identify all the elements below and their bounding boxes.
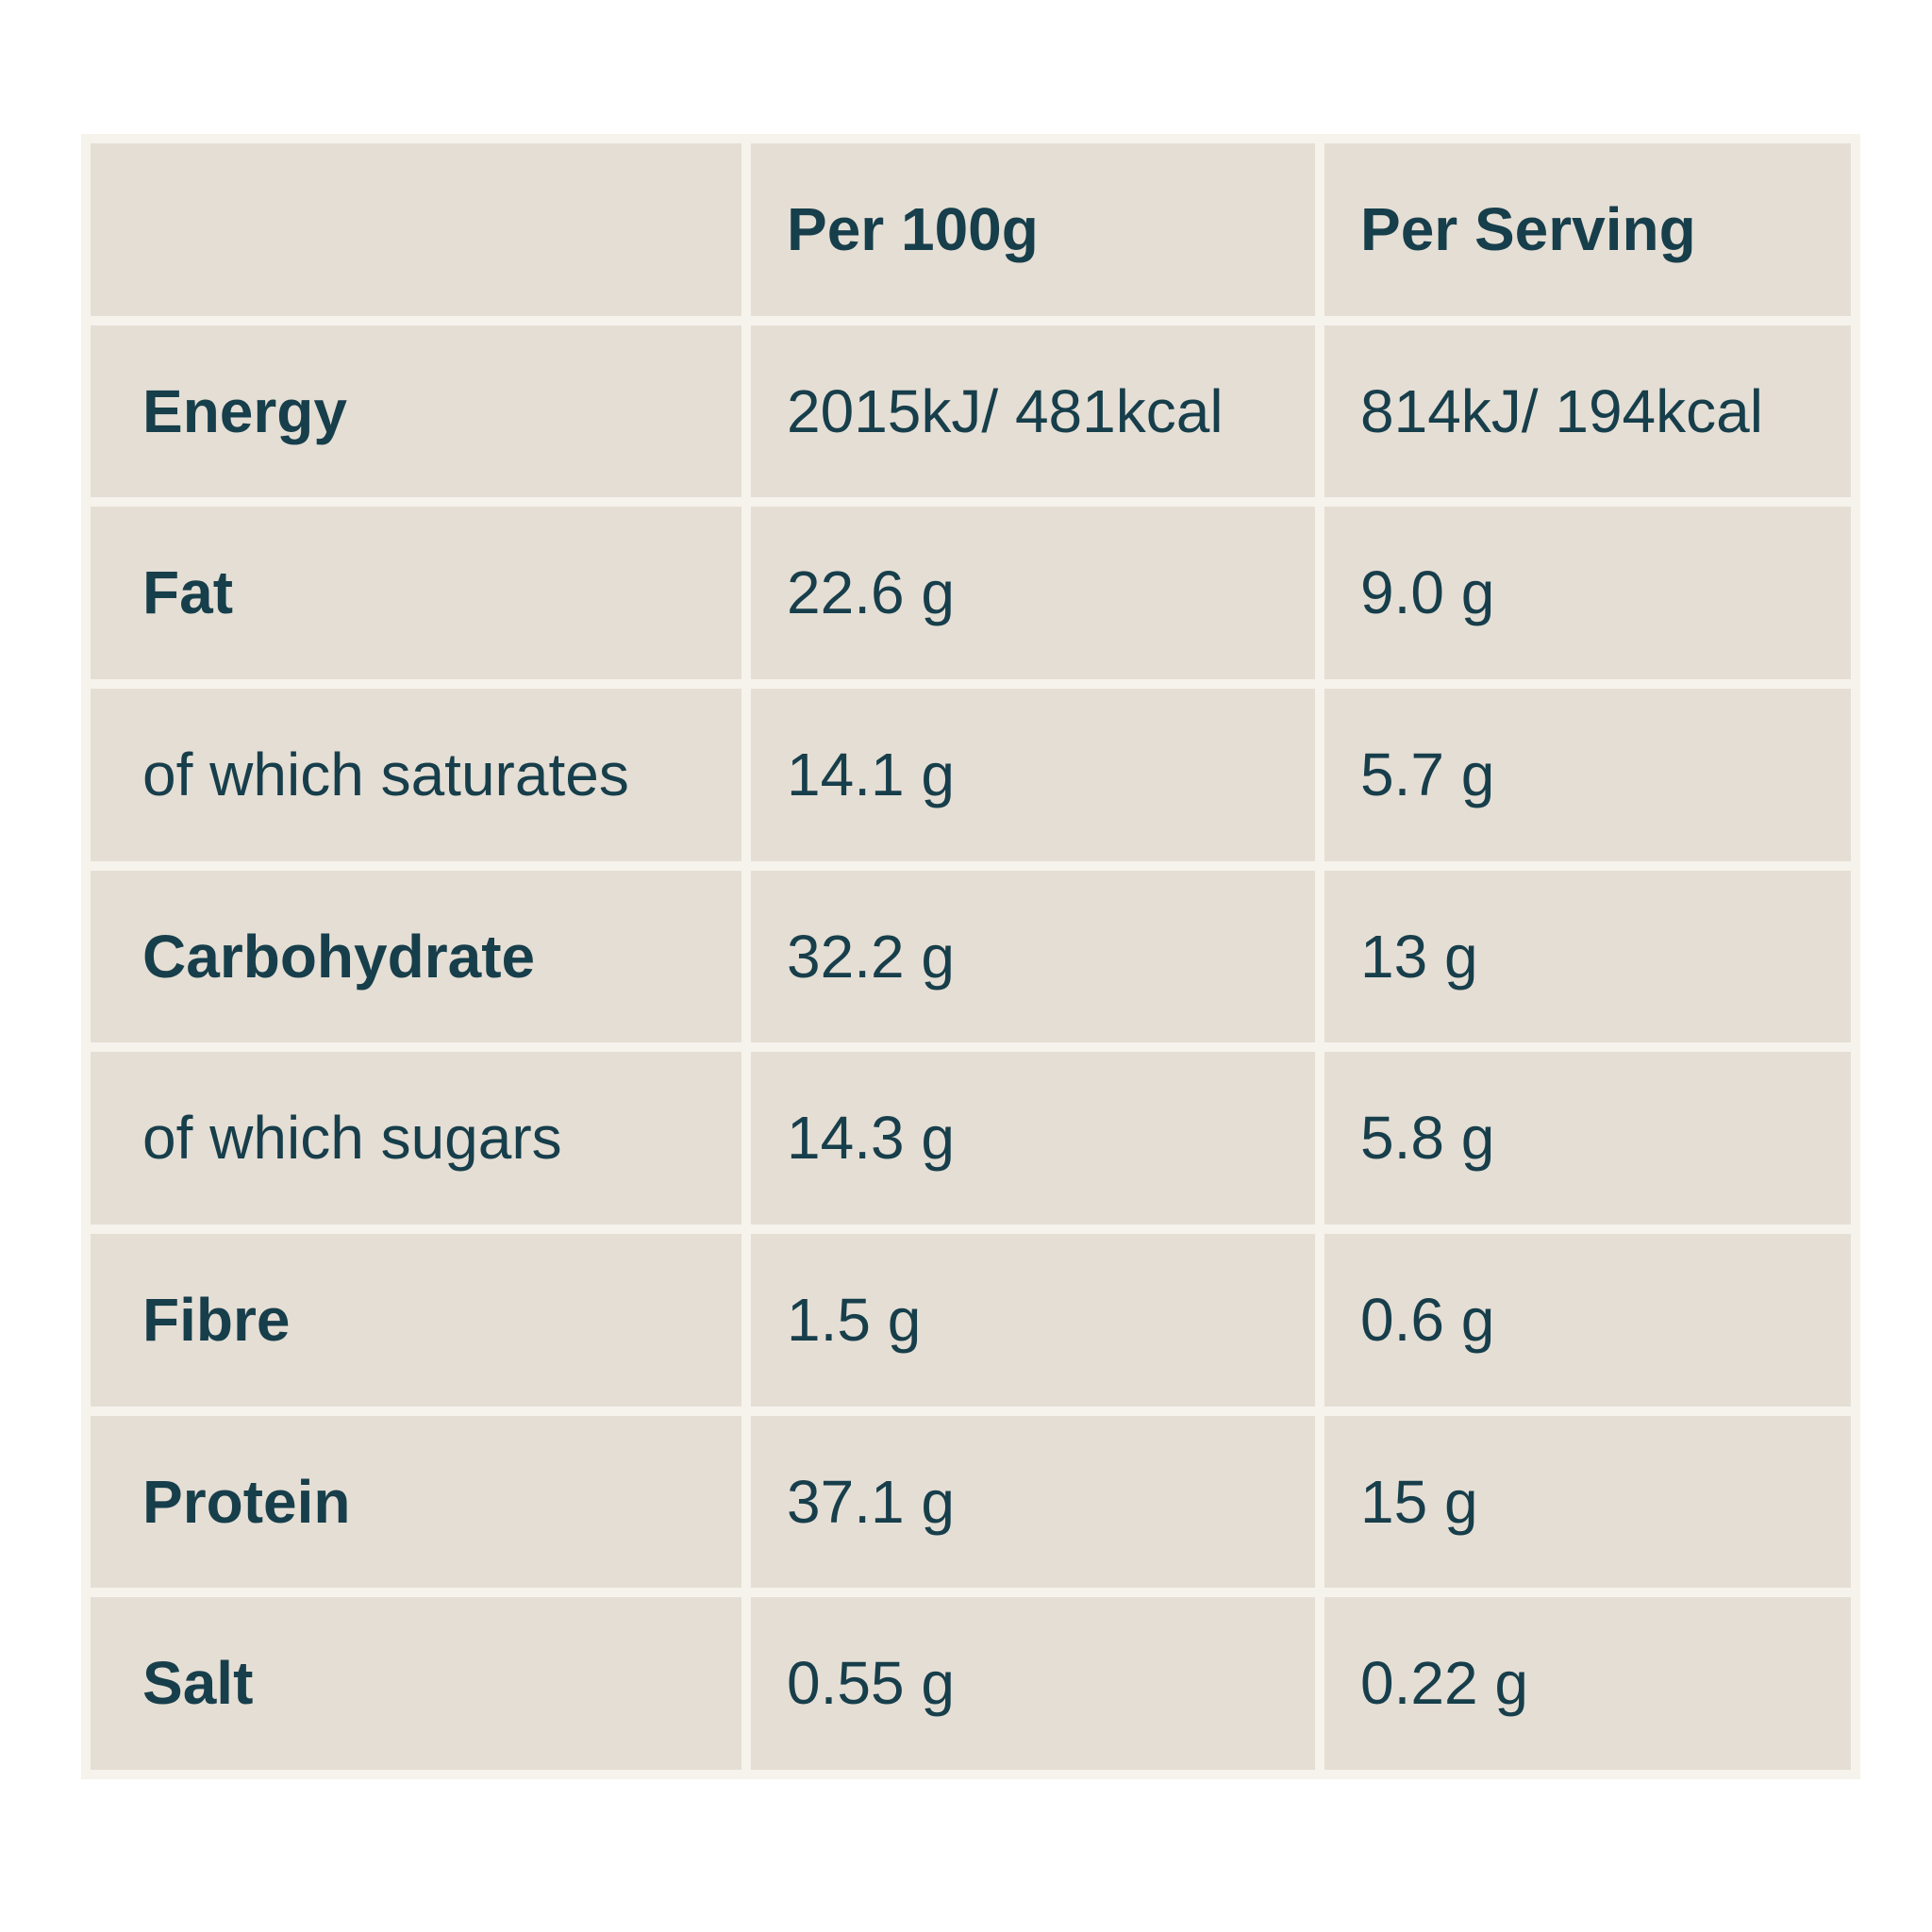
row-energy-per-serving: 814kJ/ 194kcal — [1324, 325, 1851, 498]
row-fat-per-serving: 9.0 g — [1324, 507, 1851, 679]
header-per-serving: Per Serving — [1324, 143, 1851, 316]
row-carbohydrate-per-serving: 13 g — [1324, 870, 1851, 1043]
row-saturates-per100g: 14.1 g — [751, 689, 1315, 861]
row-carbohydrate-per100g: 32.2 g — [751, 870, 1315, 1043]
row-sugars-per100g: 14.3 g — [751, 1052, 1315, 1224]
row-energy-per100g: 2015kJ/ 481kcal — [751, 325, 1315, 498]
header-empty-cell — [91, 143, 741, 316]
row-fat-label: Fat — [91, 507, 741, 679]
row-protein-per-serving: 15 g — [1324, 1415, 1851, 1589]
row-saturates-label: of which saturates — [91, 689, 741, 861]
row-salt-label: Salt — [91, 1597, 741, 1770]
row-saturates-per-serving: 5.7 g — [1324, 689, 1851, 861]
row-salt-per100g: 0.55 g — [751, 1597, 1315, 1770]
nutrition-table: Per 100g Per Serving Energy 2015kJ/ 481k… — [81, 134, 1860, 1779]
row-protein-per100g: 37.1 g — [751, 1415, 1315, 1589]
row-sugars-per-serving: 5.8 g — [1324, 1052, 1851, 1224]
row-fibre-per100g: 1.5 g — [751, 1234, 1315, 1407]
row-fibre-per-serving: 0.6 g — [1324, 1234, 1851, 1407]
row-sugars-label: of which sugars — [91, 1052, 741, 1224]
header-per-100g: Per 100g — [751, 143, 1315, 316]
row-fat-per100g: 22.6 g — [751, 507, 1315, 679]
row-carbohydrate-label: Carbohydrate — [91, 870, 741, 1043]
row-protein-label: Protein — [91, 1415, 741, 1589]
row-salt-per-serving: 0.22 g — [1324, 1597, 1851, 1770]
row-energy-label: Energy — [91, 325, 741, 498]
row-fibre-label: Fibre — [91, 1234, 741, 1407]
